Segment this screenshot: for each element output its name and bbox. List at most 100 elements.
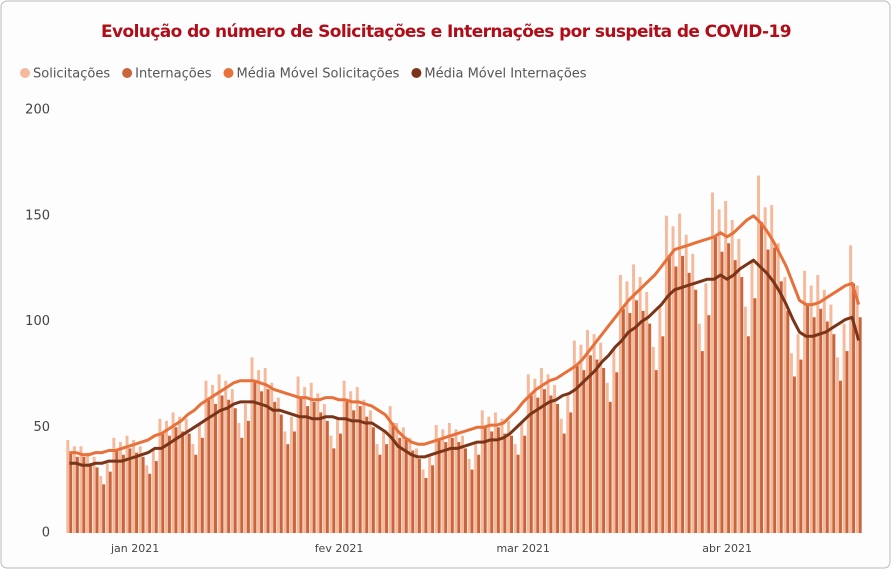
bar [588,355,592,533]
bar [178,416,182,533]
bar [145,465,149,533]
bar [553,384,557,533]
bar [707,315,711,533]
bar [299,397,303,533]
legend-label: Média Móvel Internações [424,67,586,82]
bar [654,370,658,533]
bar [339,433,342,533]
bar [523,435,527,533]
bar [141,456,145,533]
bar [770,205,774,534]
line [69,258,861,467]
bar [730,219,734,534]
bar [842,323,846,533]
bar [171,412,175,533]
bar [792,376,796,533]
bar [625,281,629,533]
bar [651,346,655,533]
bar [566,395,570,533]
bar [635,300,639,533]
bar [174,427,178,533]
bar [724,200,728,533]
bar [799,359,803,533]
bar [713,236,717,533]
bar [516,454,520,533]
bar [816,274,820,533]
bar [197,423,201,533]
bar [161,433,165,533]
bar [125,435,129,533]
line [69,214,861,457]
bar [733,260,737,533]
bar [322,403,326,533]
bar [845,351,849,533]
bar [513,444,517,533]
bar [395,423,399,533]
bar [510,435,514,533]
bar [464,448,467,533]
bar [789,353,793,533]
bar [717,209,721,533]
bar [270,382,274,533]
bar [401,427,405,533]
bar [467,458,471,533]
bar [852,283,856,533]
bar [582,370,586,533]
bar [612,348,616,533]
bar [825,321,829,533]
bar [428,454,432,533]
bar [336,418,340,533]
bar [796,334,800,533]
bar [417,458,421,533]
bar [539,368,543,533]
bar [461,435,464,533]
bar [263,368,267,533]
bar [763,207,767,534]
bar [99,475,103,533]
bar [362,399,366,533]
bar [760,222,763,533]
bar [165,420,168,533]
bar [220,395,224,533]
bar [319,412,323,533]
bar [102,484,106,533]
bar [352,410,356,533]
bar [766,249,770,533]
y-tick-label: 0 [42,526,50,541]
bar [217,374,221,533]
bar [520,420,524,533]
y-tick-label: 200 [25,103,50,118]
bar [286,444,290,533]
bar [89,463,92,533]
bar [121,454,125,533]
bar [678,213,682,533]
legend-swatch [20,68,30,78]
y-tick-label: 50 [33,420,50,435]
bar [72,446,76,533]
bar [266,389,270,533]
bar [375,444,379,533]
bar [615,372,619,533]
bar [809,285,813,533]
bar [674,266,678,533]
bar [822,289,826,533]
bar [664,215,668,533]
bar [776,243,780,533]
bar [641,310,645,533]
legend-swatch [411,68,422,78]
bar [786,310,790,533]
bar [441,429,445,533]
legend-label: Solicitações [33,67,110,82]
bar [378,454,382,533]
bar [191,444,195,533]
bar [273,401,277,533]
bar [819,308,823,533]
bar [437,439,441,533]
bar [66,439,70,533]
bar [227,399,231,533]
bar [477,454,481,533]
bar [483,427,487,533]
bar [424,478,428,533]
bar [490,431,494,533]
bar [253,380,257,533]
